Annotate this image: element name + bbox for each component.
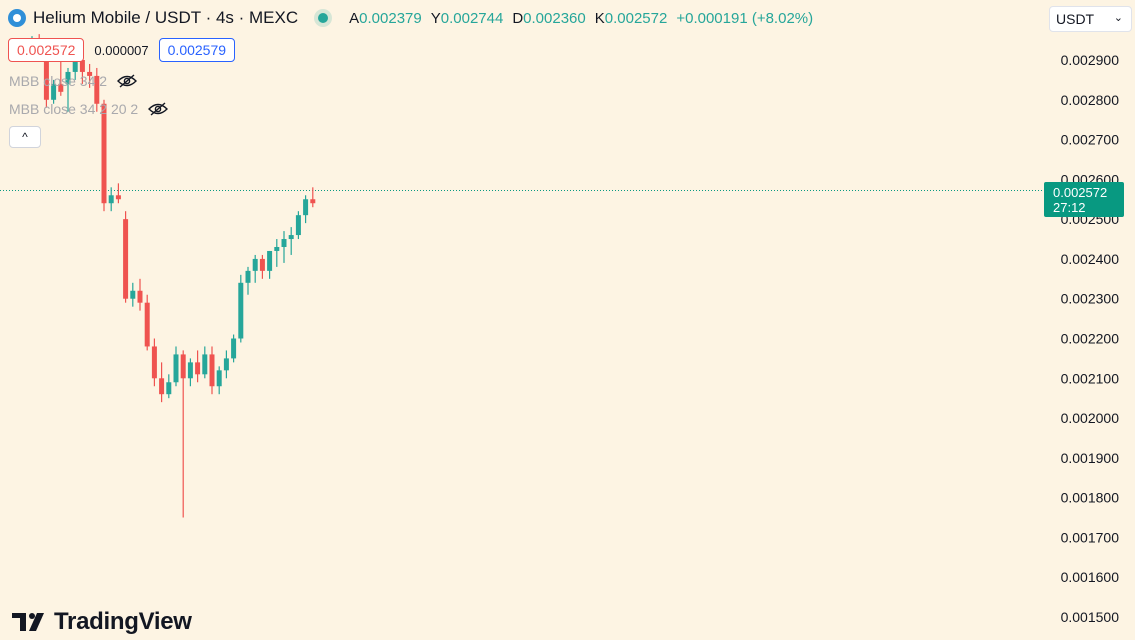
candle-body [51, 83, 57, 100]
helium-coin-icon [8, 9, 26, 27]
y-tick-label: 0.002300 [1061, 291, 1120, 307]
candle-body [238, 282, 244, 339]
market-status-icon [318, 13, 329, 23]
candle-body [108, 195, 114, 204]
candle-body [180, 354, 186, 379]
candle-body [223, 358, 229, 371]
candle-body [151, 346, 157, 379]
ohlc-values: A 0.002379 Y 0.002744 D 0.002360 K 0.002572 … [349, 9, 814, 27]
candle-body [209, 354, 215, 387]
y-tick-label: 0.002100 [1061, 370, 1120, 386]
buy-price-button[interactable]: 0.002579 [158, 38, 236, 62]
candle-body [159, 378, 165, 395]
y-tick-label: 0.002200 [1061, 331, 1120, 347]
candle-body [259, 258, 265, 271]
candle-body [274, 246, 280, 251]
currency-select[interactable]: USDT ⌄ [1049, 6, 1132, 32]
candle-body [310, 199, 316, 204]
quote-row: 0.002572 0.000007 0.002579 [8, 37, 236, 63]
candle-body [65, 71, 71, 84]
y-tick-label: 0.001500 [1061, 609, 1120, 625]
last-price-tag: 0.002572 27:12 [1044, 182, 1124, 217]
candle-body [202, 354, 208, 375]
candle-body [245, 270, 251, 283]
y-tick-label: 0.001800 [1061, 490, 1120, 506]
candle-body [303, 199, 309, 216]
symbol-title[interactable]: Helium Mobile / USDT · 4s · MEXC [33, 8, 299, 27]
y-tick-label: 0.001900 [1061, 450, 1120, 466]
candle-body [231, 338, 237, 359]
chevron-down-icon: ⌄ [1113, 12, 1123, 24]
candle-body [288, 235, 294, 240]
candle-body [58, 83, 64, 92]
candle-body [173, 354, 179, 383]
candle-body [101, 103, 107, 204]
candle-body [195, 362, 201, 375]
candle-body [166, 382, 172, 395]
sell-price-button[interactable]: 0.002572 [8, 38, 85, 62]
candle-body [94, 75, 100, 104]
tradingview-logo[interactable]: TradingView [12, 608, 192, 636]
collapse-legend-button[interactable]: ^ [9, 126, 41, 148]
eye-hidden-icon[interactable] [117, 74, 138, 88]
candle-body [295, 215, 301, 236]
eye-hidden-icon[interactable] [148, 102, 169, 116]
candle-body [267, 250, 273, 271]
chart-header: Helium Mobile / USDT · 4s · MEXC A 0.0023… [8, 6, 822, 30]
candle-body [281, 239, 287, 247]
y-tick-label: 0.002900 [1061, 52, 1120, 68]
y-tick-label: 0.002000 [1061, 410, 1120, 426]
candle-body [43, 48, 49, 100]
y-tick-label: 0.001700 [1061, 529, 1120, 545]
y-tick-label: 0.002700 [1061, 132, 1120, 148]
y-tick-label: 0.002800 [1061, 92, 1120, 108]
candle-body [79, 60, 85, 72]
y-tick-label: 0.002400 [1061, 251, 1120, 267]
candle-body [252, 258, 258, 271]
indicator-mbb-2[interactable]: MBB close 34 2 20 2 [9, 101, 169, 117]
candle-body [115, 195, 121, 200]
y-tick-label: 0.001600 [1061, 569, 1120, 585]
indicator-mbb-1[interactable]: MBB close 34 2 [9, 73, 138, 89]
candle-body [130, 290, 136, 299]
candle-body [87, 71, 93, 76]
spread-value: 0.000007 [94, 42, 149, 58]
candle-body [187, 362, 193, 379]
candle-body [144, 302, 150, 347]
candle-body [123, 219, 129, 299]
tradingview-logo-icon [12, 613, 44, 631]
candle-body [216, 370, 222, 387]
candle-body [137, 290, 143, 303]
